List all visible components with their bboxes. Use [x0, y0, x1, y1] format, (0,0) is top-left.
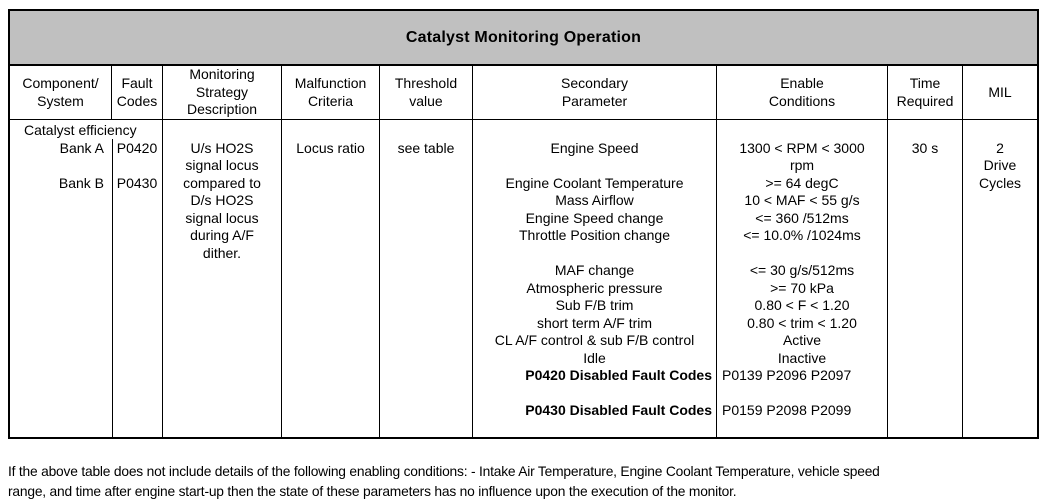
- header-monitoring-strategy-description: Monitoring Strategy Description: [163, 66, 282, 119]
- header-malfunction-criteria: Malfunction Criteria: [282, 66, 380, 119]
- monitoring-strategy-description-line: [163, 122, 281, 140]
- secondary-parameter-line: Engine Speed: [550, 139, 639, 156]
- mil-line: Cycles: [978, 174, 1021, 191]
- component-system-line: Catalyst efficiency: [24, 122, 137, 138]
- footnote: If the above table does not include deta…: [8, 462, 880, 501]
- enable-conditions-line: 1300 < RPM < 3000: [739, 139, 865, 156]
- secondary-parameter-line: short term A/F trim: [536, 314, 653, 331]
- enable-conditions-line: [717, 385, 887, 403]
- threshold-value-line: see table: [397, 139, 455, 156]
- monitoring-strategy-description-line: U/s HO2S: [190, 139, 254, 156]
- monitoring-strategy-description-line: during A/F: [190, 227, 254, 243]
- enable-conditions-line: P0159 P2098 P2099: [722, 402, 852, 418]
- monitoring-strategy-description-line: signal locus: [185, 157, 259, 173]
- malfunction-criteria-line: [282, 122, 379, 140]
- secondary-parameter-line: Sub F/B trim: [555, 297, 634, 313]
- fault-codes-line: [112, 157, 162, 175]
- enable-conditions-line: rpm: [789, 157, 815, 173]
- component-fault-column-divider: [112, 139, 113, 437]
- secondary-parameter-line: Atmospheric pressure: [526, 279, 663, 296]
- table-body-row: Catalyst efficiency Bank A Bank B P0420 P…: [10, 120, 1037, 437]
- enable-conditions-line: <= 30 g/s/512ms: [749, 262, 855, 278]
- fault-codes-line: [112, 122, 162, 140]
- enable-conditions-line: 10 < MAF < 55 g/s: [744, 192, 860, 208]
- secondary-parameter-line: [473, 157, 716, 175]
- monitoring-strategy-description-line: compared to: [183, 174, 261, 191]
- monitoring-strategy-description-line: dither.: [202, 244, 242, 261]
- secondary-parameter-line: Engine Coolant Temperature: [505, 174, 684, 191]
- secondary-parameter-line: CL A/F control & sub F/B control: [494, 332, 695, 348]
- mil-line: 2: [996, 139, 1004, 156]
- enable-conditions-line: Inactive: [777, 349, 827, 366]
- header-time-required: Time Required: [888, 66, 963, 119]
- enable-conditions-line: 0.80 < trim < 1.20: [747, 314, 857, 331]
- enable-conditions-line: >= 64 degC: [765, 174, 839, 191]
- cell-time-required: 30 s: [888, 120, 963, 437]
- secondary-parameter-line: Engine Speed change: [525, 209, 664, 226]
- enable-conditions-line: Active: [782, 332, 822, 348]
- secondary-parameter-line: [473, 385, 716, 403]
- header-secondary-parameter: Secondary Parameter: [473, 66, 717, 119]
- enable-conditions-line: P0139 P2096 P2097: [722, 367, 852, 383]
- footnote-line: range, and time after engine start-up th…: [8, 483, 737, 499]
- cell-mil: 2 Drive Cycles: [963, 120, 1037, 437]
- enable-conditions-line: [717, 122, 887, 140]
- header-fault-codes: Fault Codes: [112, 66, 163, 119]
- component-system-line: Bank A: [59, 139, 104, 156]
- time-required-line: 30 s: [911, 139, 939, 156]
- secondary-parameter-line: P0420 Disabled Fault Codes: [525, 367, 712, 383]
- fault-codes-line: P0420: [116, 139, 158, 156]
- enable-conditions-line: <= 10.0% /1024ms: [743, 227, 861, 243]
- time-required-line: [888, 122, 962, 140]
- header-component-system: Component/ System: [10, 66, 112, 119]
- header-enable-conditions: Enable Conditions: [717, 66, 888, 119]
- component-system-line: Bank B: [58, 174, 104, 191]
- footnote-line: If the above table does not include deta…: [8, 464, 880, 479]
- cell-fault-codes: P0420 P0430: [112, 120, 163, 437]
- secondary-parameter-line: P0430 Disabled Fault Codes: [525, 402, 712, 418]
- secondary-parameter-line: Idle: [583, 349, 606, 366]
- enable-conditions-line: [717, 245, 887, 263]
- secondary-parameter-line: [473, 245, 716, 263]
- secondary-parameter-line: [473, 122, 716, 140]
- threshold-value-line: [380, 122, 472, 140]
- cell-monitoring-strategy-description: U/s HO2S signal locus compared to D/s HO2S s…: [163, 120, 282, 437]
- mil-line: [963, 122, 1037, 140]
- cell-secondary-parameter: Engine Speed Engine Coolant Temperature M…: [473, 120, 717, 437]
- monitoring-strategy-description-line: signal locus: [185, 209, 259, 226]
- mil-line: Drive: [983, 157, 1017, 173]
- catalyst-monitoring-table: Catalyst Monitoring Operation Component/…: [8, 9, 1039, 439]
- cell-malfunction-criteria: Locus ratio: [282, 120, 380, 437]
- table-title: Catalyst Monitoring Operation: [10, 11, 1037, 66]
- malfunction-criteria-line: Locus ratio: [296, 139, 365, 156]
- secondary-parameter-line: Mass Airflow: [555, 192, 634, 208]
- header-threshold-value: Threshold value: [380, 66, 473, 119]
- enable-conditions-line: <= 360 /512ms: [755, 209, 849, 226]
- monitoring-strategy-description-line: D/s HO2S: [190, 192, 254, 208]
- header-mil: MIL: [988, 83, 1012, 100]
- enable-conditions-line: >= 70 kPa: [770, 279, 834, 296]
- fault-codes-line: P0430: [116, 174, 158, 191]
- cell-threshold-value: see table: [380, 120, 473, 437]
- enable-conditions-line: 0.80 < F < 1.20: [754, 297, 850, 313]
- secondary-parameter-line: MAF change: [554, 262, 635, 278]
- table-header-row: Component/ System Fault Codes Monitoring S…: [10, 66, 1037, 120]
- cell-enable-conditions: 1300 < RPM < 3000 rpm >= 64 degC 10 < MAF <…: [717, 120, 888, 437]
- component-system-line: [10, 157, 112, 175]
- secondary-parameter-line: Throttle Position change: [519, 227, 670, 243]
- cell-component-system: Catalyst efficiency Bank A Bank B: [10, 120, 137, 437]
